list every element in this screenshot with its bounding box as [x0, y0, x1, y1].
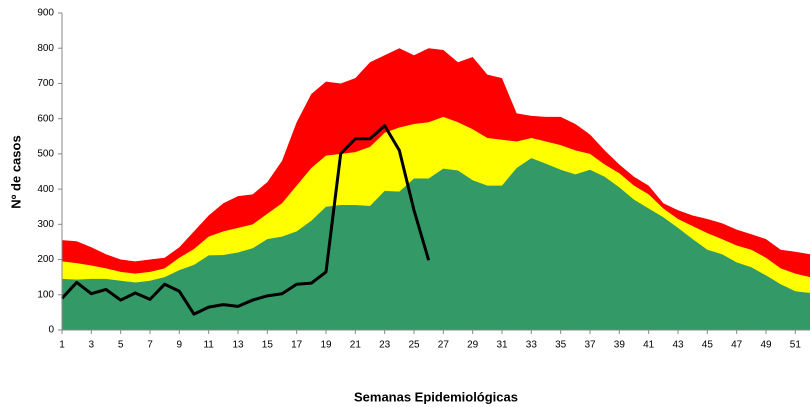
- x-tick-label: 31: [496, 340, 508, 351]
- y-tick-label: 800: [37, 43, 54, 54]
- y-tick-label: 700: [37, 78, 54, 89]
- x-tick-label: 1: [59, 340, 65, 351]
- x-tick-label: 23: [379, 340, 391, 351]
- x-tick-label: 29: [467, 340, 479, 351]
- x-tick-label: 17: [291, 340, 303, 351]
- x-tick-label: 11: [203, 340, 214, 351]
- x-tick-label: 43: [672, 340, 684, 351]
- x-tick-label: 35: [555, 340, 567, 351]
- x-tick-label: 39: [614, 340, 626, 351]
- x-tick-label: 45: [702, 340, 714, 351]
- x-tick-label: 41: [643, 340, 655, 351]
- x-tick-label: 15: [262, 340, 274, 351]
- x-tick-label: 7: [147, 340, 153, 351]
- x-tick-label: 13: [232, 340, 244, 351]
- x-tick-label: 5: [118, 340, 124, 351]
- x-tick-label: 25: [408, 340, 420, 351]
- y-tick-label: 100: [37, 289, 54, 300]
- x-tick-label: 3: [89, 340, 95, 351]
- y-tick-label: 600: [37, 113, 54, 124]
- y-tick-label: 200: [37, 254, 54, 265]
- x-tick-label: 51: [790, 340, 802, 351]
- x-tick-label: 37: [584, 340, 596, 351]
- x-tick-label: 19: [320, 340, 332, 351]
- y-tick-label: 0: [48, 325, 54, 336]
- x-tick-label: 33: [526, 340, 538, 351]
- y-tick-label: 400: [37, 184, 54, 195]
- x-tick-label: 49: [760, 340, 772, 351]
- y-tick-label: 300: [37, 219, 54, 230]
- area: [62, 158, 810, 330]
- y-axis-label: Nº de casos: [8, 135, 23, 208]
- x-tick-label: 21: [350, 340, 362, 351]
- x-axis-label: Semanas Epidemiológicas: [354, 389, 518, 404]
- x-tick-label: 9: [177, 340, 183, 351]
- x-tick-label: 27: [438, 340, 450, 351]
- y-tick-label: 500: [37, 149, 54, 160]
- x-tick-label: 47: [731, 340, 743, 351]
- line: [60, 124, 431, 316]
- y-tick-label: 900: [37, 8, 54, 19]
